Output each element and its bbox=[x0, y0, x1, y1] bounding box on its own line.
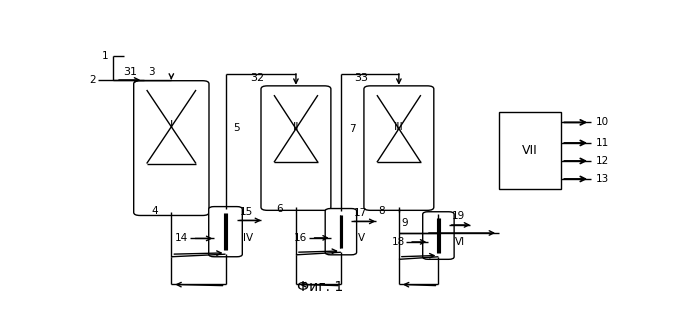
FancyBboxPatch shape bbox=[364, 86, 434, 210]
Text: 19: 19 bbox=[452, 211, 465, 221]
Text: 32: 32 bbox=[251, 72, 265, 82]
Text: 8: 8 bbox=[379, 206, 385, 216]
Text: 33: 33 bbox=[354, 72, 368, 82]
FancyBboxPatch shape bbox=[134, 81, 209, 215]
FancyBboxPatch shape bbox=[325, 208, 356, 255]
FancyBboxPatch shape bbox=[209, 207, 243, 257]
Text: Фиг. 1: Фиг. 1 bbox=[297, 280, 343, 294]
Text: IV: IV bbox=[243, 233, 254, 243]
FancyBboxPatch shape bbox=[423, 212, 454, 259]
Text: 13: 13 bbox=[596, 174, 609, 184]
Text: 16: 16 bbox=[294, 233, 308, 243]
Text: 9: 9 bbox=[401, 218, 408, 228]
Text: I: I bbox=[170, 120, 173, 130]
Text: 3: 3 bbox=[149, 67, 155, 77]
Text: 11: 11 bbox=[596, 138, 609, 148]
FancyBboxPatch shape bbox=[261, 86, 331, 210]
Text: 7: 7 bbox=[349, 125, 356, 135]
Text: 1: 1 bbox=[101, 50, 108, 60]
Text: 6: 6 bbox=[276, 204, 282, 214]
Text: 4: 4 bbox=[151, 206, 158, 216]
Text: 14: 14 bbox=[175, 233, 188, 243]
Text: 5: 5 bbox=[233, 124, 240, 134]
Text: 31: 31 bbox=[124, 67, 138, 77]
Text: 12: 12 bbox=[596, 156, 609, 166]
Text: 10: 10 bbox=[596, 117, 609, 127]
Text: VI: VI bbox=[455, 237, 466, 247]
Text: 2: 2 bbox=[89, 75, 96, 85]
Text: III: III bbox=[394, 122, 404, 132]
Text: 18: 18 bbox=[391, 237, 405, 247]
Text: 17: 17 bbox=[354, 207, 367, 217]
Bar bbox=[499, 112, 561, 189]
Text: V: V bbox=[358, 233, 365, 243]
Text: VII: VII bbox=[522, 144, 538, 157]
Text: 15: 15 bbox=[240, 206, 253, 216]
Text: II: II bbox=[293, 122, 299, 132]
